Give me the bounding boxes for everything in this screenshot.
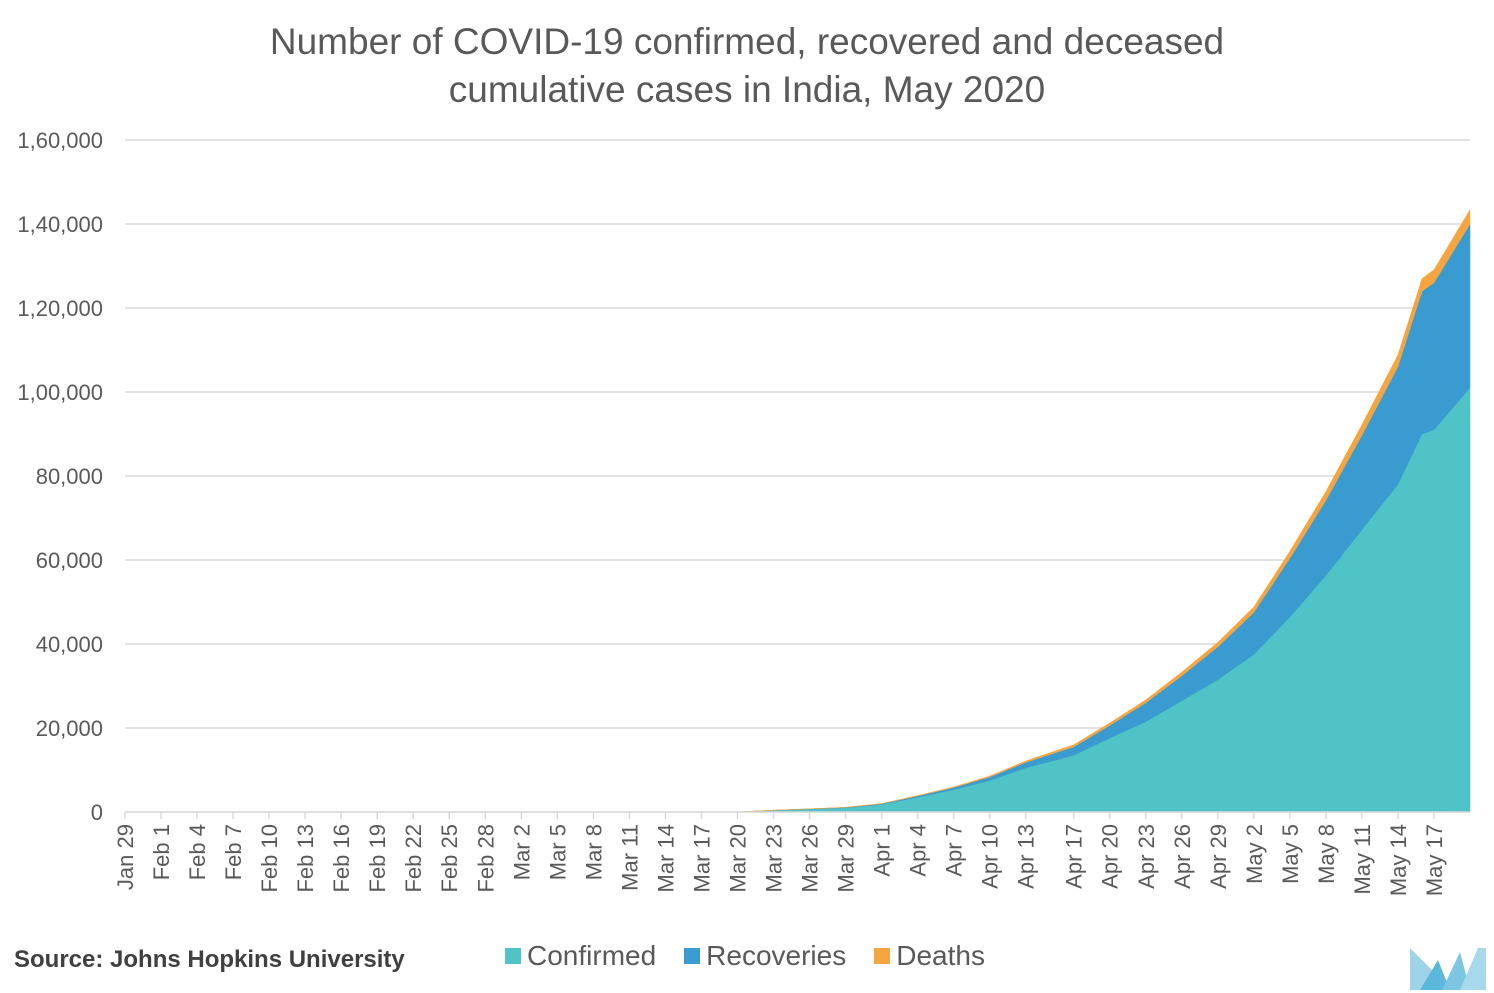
x-tick-label: Apr 13 [1014, 824, 1039, 889]
x-tick-label: Feb 16 [329, 824, 354, 893]
x-tick-label: Mar 11 [617, 824, 642, 891]
x-tick-label: Mar 29 [834, 824, 859, 892]
legend-label-confirmed: Confirmed [527, 940, 657, 971]
y-tick-label: 20,000 [36, 716, 103, 741]
y-tick-label: 40,000 [36, 632, 103, 657]
legend-label-deaths: Deaths [896, 940, 985, 971]
x-tick-label: Apr 1 [870, 824, 895, 877]
chart-title: Number of COVID-19 confirmed, recovered … [0, 18, 1494, 114]
x-tick-label: Apr 29 [1206, 824, 1231, 889]
legend-swatch-confirmed [505, 948, 521, 964]
area-deaths [125, 208, 1471, 813]
x-tick-label: May 5 [1278, 824, 1303, 884]
x-tick-label: Feb 10 [257, 824, 282, 893]
x-tick-label: Mar 14 [653, 824, 678, 892]
y-tick-label: 1,20,000 [17, 296, 103, 321]
y-tick-label: 1,60,000 [17, 128, 103, 153]
x-tick-label: Feb 25 [437, 824, 462, 893]
y-tick-label: 0 [91, 800, 103, 825]
x-tick-label: Apr 26 [1170, 824, 1195, 889]
x-tick-label: Feb 22 [401, 824, 426, 893]
legend-item-confirmed: Confirmed [505, 940, 656, 972]
x-tick-label: Apr 10 [978, 824, 1003, 889]
x-tick-label: May 11 [1350, 824, 1375, 895]
x-tick-label: Feb 28 [473, 824, 498, 893]
x-tick-label: Mar 26 [798, 824, 823, 892]
source-note: Source: Johns Hopkins University [14, 946, 405, 973]
x-tick-label: Mar 5 [545, 824, 570, 880]
x-tick-label: Apr 17 [1062, 824, 1087, 889]
x-tick-label: Feb 7 [221, 824, 246, 880]
title-line-1: Number of COVID-19 confirmed, recovered … [269, 21, 1225, 62]
x-tick-label: Feb 4 [185, 824, 210, 880]
legend-label-recoveries: Recoveries [706, 940, 847, 971]
y-tick-label: 60,000 [36, 548, 103, 573]
x-tick-label: May 2 [1242, 824, 1267, 884]
brand-logo-icon [1410, 948, 1486, 990]
x-tick-label: Feb 13 [293, 824, 318, 893]
legend-item-deaths: Deaths [874, 940, 985, 972]
x-tick-label: May 14 [1386, 824, 1411, 896]
x-tick-label: Mar 23 [761, 824, 786, 892]
y-tick-label: 80,000 [36, 464, 103, 489]
x-tick-label: Mar 8 [581, 824, 606, 880]
legend-swatch-deaths [874, 948, 891, 964]
x-tick-label: Mar 17 [689, 824, 714, 892]
chart-legend: Confirmed Recoveries Deaths [505, 940, 985, 972]
y-tick-label: 1,40,000 [17, 212, 103, 237]
x-tick-label: Apr 7 [942, 824, 967, 877]
x-tick-label: Apr 4 [906, 824, 931, 877]
x-tick-label: Mar 2 [509, 824, 534, 880]
title-line-2: cumulative cases in India, May 2020 [448, 69, 1046, 110]
x-tick-label: Apr 20 [1098, 824, 1123, 889]
legend-swatch-recoveries [684, 948, 701, 964]
y-tick-label: 1,00,000 [17, 380, 103, 405]
legend-item-recoveries: Recoveries [684, 940, 846, 972]
x-tick-label: May 17 [1422, 824, 1447, 896]
x-tick-label: Apr 23 [1134, 824, 1159, 889]
x-tick-label: May 8 [1314, 824, 1339, 884]
x-tick-label: Jan 29 [113, 824, 138, 890]
x-tick-label: Feb 19 [365, 824, 390, 893]
x-tick-label: Mar 20 [725, 824, 750, 892]
x-tick-label: Feb 1 [149, 824, 174, 880]
